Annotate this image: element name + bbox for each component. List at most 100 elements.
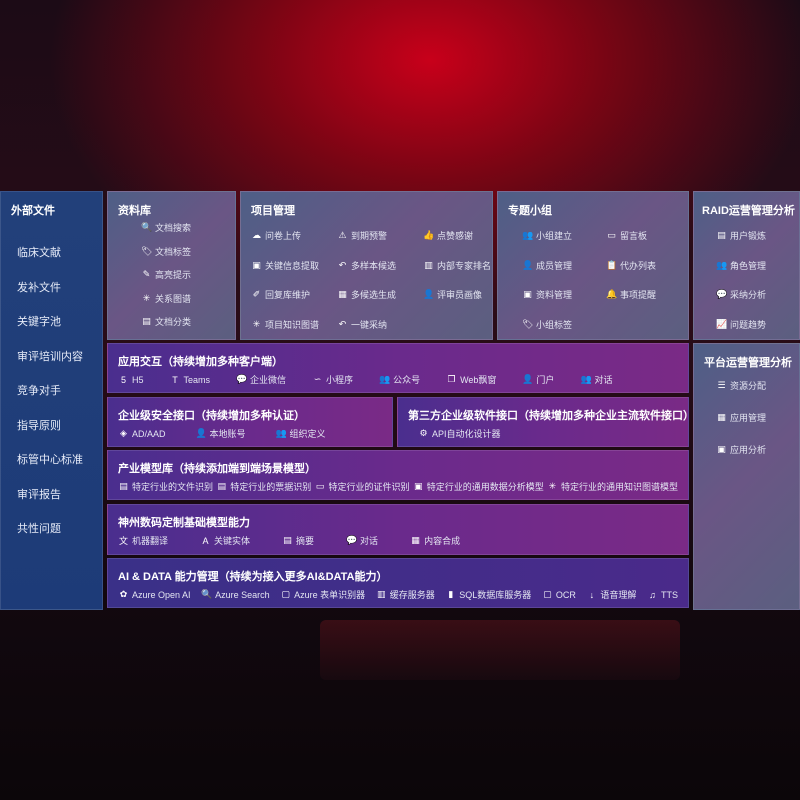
project-title: 项目管理 — [251, 205, 295, 217]
app-title: 应用交互（持续增加多种客户端） — [118, 356, 283, 368]
project-item[interactable]: ✳ 项目知识图谱 — [251, 318, 319, 331]
ranking-icon: ▥ — [424, 259, 433, 270]
security-item[interactable]: 👥 组织定义 — [276, 427, 326, 440]
ai-item[interactable]: 🔍 Azure Search — [201, 589, 270, 600]
base-item[interactable]: ▦ 内容合成 — [410, 534, 460, 547]
project-item[interactable]: ▣ 关键信息提取 — [251, 259, 319, 272]
group-item[interactable]: 👤 成员管理 — [522, 259, 572, 272]
app-item[interactable]: T Teams — [170, 375, 210, 385]
library-item-label: 文档搜索 — [155, 223, 192, 233]
base-item[interactable]: 文机器翻译 — [118, 534, 168, 547]
platform-item-label: 资源分配 — [730, 381, 767, 391]
sidebar-item[interactable]: 标管中心标准 — [17, 454, 83, 466]
raid-item[interactable]: ▤ 用户锻炼 — [716, 229, 766, 242]
project-item-label: 问卷上传 — [265, 231, 302, 241]
group-item[interactable]: 🏷 小组标签 — [522, 318, 572, 331]
base-item[interactable]: A 关键实体 — [200, 534, 251, 547]
security-item[interactable]: ◈ AD/AAD — [118, 428, 165, 439]
group-item[interactable]: 🔔 事项提醒 — [606, 288, 656, 301]
app-item[interactable]: ∽ 小程序 — [312, 373, 353, 386]
security-title: 企业级安全接口（持续增加多种认证） — [118, 410, 305, 422]
sidebar-item[interactable]: 指导原则 — [17, 419, 61, 432]
platform-item[interactable]: ☰ 资源分配 — [716, 379, 766, 392]
raid-item-label: 角色管理 — [730, 260, 767, 271]
raid-item[interactable]: 👥 角色管理 — [716, 259, 766, 272]
sidebar-item[interactable]: 临床文献 — [17, 247, 61, 259]
app-item[interactable]: 👥 公众号 — [379, 373, 420, 386]
raid-item-label: 用户锻炼 — [730, 231, 767, 241]
sidebar-item[interactable]: 共性问题 — [17, 523, 61, 535]
app-item[interactable]: 💬 企业微信 — [236, 373, 286, 386]
app-item[interactable]: ❐ Web飘窗 — [446, 373, 497, 386]
ai-item[interactable]: ▢ Azure 表单识别器 — [280, 588, 365, 601]
sidebar-item[interactable]: 竞争对手 — [17, 385, 61, 397]
pen-icon: ✎ — [142, 269, 151, 279]
thirdparty-items-row: ⚙ API自动化设计器 — [418, 427, 678, 440]
app-item[interactable]: 👥 对话 — [580, 373, 612, 386]
group-item[interactable]: 👥 小组建立 — [522, 229, 572, 242]
group-item[interactable]: ▣ 资料管理 — [522, 288, 572, 301]
project-item[interactable]: ↶ 多样本候选 — [337, 259, 396, 272]
ocr-icon: ▢ — [543, 589, 552, 599]
raid-item[interactable]: 📈 问题趋势 — [716, 318, 766, 331]
member-icon: 👤 — [522, 259, 534, 270]
platform-item[interactable]: ▦ 应用管理 — [716, 411, 766, 424]
app-item[interactable]: 5 H5 — [118, 375, 144, 385]
library-item[interactable]: 🏷 文档标签 — [141, 245, 191, 258]
platform-item[interactable]: ▣ 应用分析 — [716, 443, 766, 456]
ai-item-label: OCR — [555, 589, 576, 600]
project-item[interactable]: ☁ 问卷上传 — [251, 229, 301, 242]
project-item[interactable]: ↶ 一键采纳 — [337, 318, 387, 331]
industry-item[interactable]: ▤ 特定行业的票据识别 — [216, 480, 311, 493]
project-item-label: 项目知识图谱 — [265, 319, 320, 330]
industry-item[interactable]: ▭ 特定行业的证件识别 — [314, 480, 410, 493]
security-item[interactable]: 👤 本地账号 — [196, 427, 246, 440]
base-model-panel: 神州数码定制基础模型能力 文机器翻译 A 关键实体 ▤ 摘要 💬 对话 ▦ 内容合成 — [107, 504, 689, 555]
project-item[interactable]: ▥ 内部专家排名 — [423, 259, 491, 272]
project-item[interactable]: ⚠ 到期预警 — [337, 229, 387, 242]
project-item[interactable]: 👍 点赞感谢 — [423, 229, 473, 242]
sidebar-item[interactable]: 审评培训内容 — [17, 350, 83, 363]
ai-item[interactable]: ✿ Azure Open AI — [118, 589, 191, 600]
group-item[interactable]: 📋 代办列表 — [606, 259, 656, 272]
org-icon: 👥 — [275, 428, 287, 438]
ai-item[interactable]: ♫ TTS — [647, 590, 678, 600]
raid-item[interactable]: 💬 采纳分析 — [716, 288, 766, 301]
project-item[interactable]: 👤 评审员画像 — [423, 288, 482, 301]
thirdparty-item[interactable]: ⚙ API自动化设计器 — [418, 427, 500, 440]
bell-icon: 🔔 — [606, 289, 618, 299]
html5-icon: 5 — [120, 374, 126, 385]
ai-item[interactable]: ▥ 缓存服务器 — [376, 588, 435, 601]
app-item-label: 企业微信 — [250, 375, 287, 385]
industry-item[interactable]: ✳ 特定行业的通用知识图谱模型 — [547, 480, 678, 493]
group-item-label: 小组标签 — [536, 319, 573, 330]
ai-item[interactable]: ↓ 语音理解 — [586, 588, 637, 601]
ai-item[interactable]: ▮ SQL数据库服务器 — [445, 588, 531, 601]
app-panel: 应用交互（持续增加多种客户端） 5 H5 T Teams 💬 企业微信 ∽ 小程序 👥 公众号 ❐ W… — [107, 343, 689, 393]
industry-item[interactable]: ▤ 特定行业的文件识别 — [118, 480, 213, 493]
project-item[interactable]: ✐ 回复库维护 — [251, 288, 310, 301]
project-item-label: 内部专家排名 — [437, 260, 492, 271]
speech-icon: ↓ — [589, 589, 595, 600]
sidebar-item[interactable]: 关键字池 — [17, 316, 61, 328]
project-item-label: 多样本候选 — [351, 260, 397, 271]
library-item[interactable]: ✎ 高亮提示 — [141, 268, 191, 281]
ai-item[interactable]: ▢ OCR — [542, 589, 576, 600]
sidebar-item[interactable]: 审评报告 — [17, 488, 61, 501]
base-item-label: 内容合成 — [424, 536, 461, 546]
tag-icon: 🏷 — [522, 318, 534, 329]
base-item[interactable]: ▤ 摘要 — [282, 534, 314, 547]
industry-item-label: 特定行业的文件识别 — [132, 482, 214, 492]
base-item[interactable]: 💬 对话 — [346, 534, 378, 547]
library-item[interactable]: ✳ 关系图谱 — [141, 292, 191, 305]
library-item[interactable]: 🔍 文档搜索 — [141, 221, 191, 234]
sidebar-item[interactable]: 发补文件 — [17, 281, 61, 294]
group-item[interactable]: ▭ 留言板 — [606, 229, 647, 242]
project-item[interactable]: ▦ 多候选生成 — [337, 288, 396, 301]
app-item[interactable]: 👤 门户 — [522, 373, 554, 386]
industry-item[interactable]: ▣ 特定行业的通用数据分析模型 — [413, 480, 544, 493]
ai-title: AI & DATA 能力管理（持续为接入更多AI&DATA能力） — [118, 571, 388, 583]
industry-item-label: 特定行业的通用知识图谱模型 — [560, 482, 678, 492]
doc-category-icon: ▤ — [142, 316, 151, 326]
library-item[interactable]: ▤ 文档分类 — [141, 315, 191, 328]
